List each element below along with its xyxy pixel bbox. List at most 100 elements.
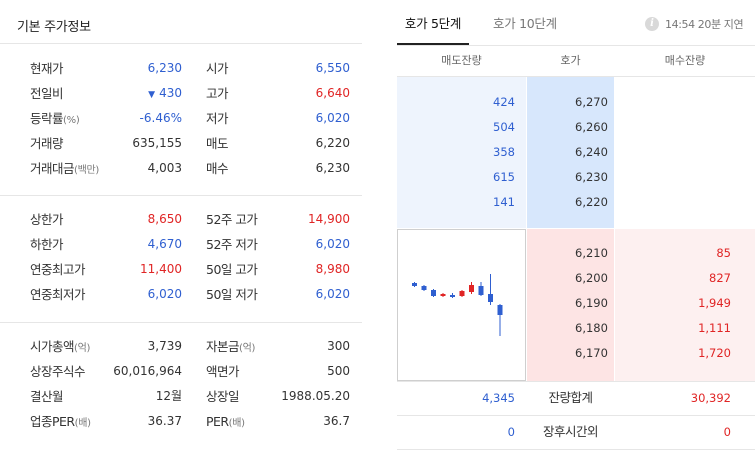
bid-row[interactable]: 6,200 827	[397, 266, 755, 291]
ask-price-area	[527, 77, 614, 228]
info-value: 60,016,964	[113, 359, 182, 384]
bid-volume: 1,720	[698, 346, 731, 360]
bid-total: 30,392	[690, 391, 731, 405]
bid-price: 6,180	[575, 321, 608, 335]
info-label: 52주 고가	[206, 207, 258, 232]
candle-body	[488, 294, 493, 302]
info-label: 상한가	[30, 207, 64, 232]
candle-body	[431, 290, 436, 296]
bid-row[interactable]: 6,170 1,720	[397, 341, 755, 366]
info-label: 거래량	[30, 131, 64, 156]
candle-body	[497, 305, 503, 315]
info-label: 현재가	[30, 56, 64, 81]
info-label-text: 연중최저가	[30, 287, 86, 302]
ask-row[interactable]: 424 6,270	[397, 90, 755, 115]
info-label-text: 자본금	[206, 339, 240, 354]
info-label: 고가	[206, 81, 229, 106]
info-label-text: 액면가	[206, 364, 240, 379]
info-value: 12월	[156, 384, 182, 409]
bid-row[interactable]: 6,190 1,949	[397, 291, 755, 316]
down-arrow-icon: ▼	[148, 90, 156, 100]
info-row: 거래대금(백만) 4,003 매수 6,230	[0, 156, 362, 181]
info-row: 결산월 12월 상장일 1988.05.20	[0, 384, 362, 409]
ask-row[interactable]: 141 6,220	[397, 190, 755, 215]
info-label: 시가	[206, 56, 229, 81]
basic-info-title: 기본 주가정보	[17, 20, 91, 35]
bid-price: 6,210	[575, 246, 608, 260]
info-label: 저가	[206, 106, 229, 131]
info-row: 전일비 ▼ 430 고가 6,640	[0, 81, 362, 106]
info-label-unit: (%)	[63, 115, 80, 126]
bid-row[interactable]: 6,210 85	[397, 241, 755, 266]
ask-price: 6,260	[575, 120, 608, 134]
info-value-text: 36.37	[147, 414, 182, 428]
info-value: 635,155	[132, 131, 182, 156]
info-label-text: 등락률	[30, 111, 64, 126]
bid-row[interactable]: 6,180 1,111	[397, 316, 755, 341]
info-value-text: 4,003	[147, 161, 182, 175]
info-value-text: 6,020	[147, 287, 182, 301]
divider	[397, 415, 755, 416]
info-label-text: 현재가	[30, 61, 64, 76]
ask-row[interactable]: 358 6,240	[397, 140, 755, 165]
bid-price: 6,190	[575, 296, 608, 310]
info-label-text: 연중최고가	[30, 262, 86, 277]
ask-row[interactable]: 504 6,260	[397, 115, 755, 140]
info-value: ▼ 430	[148, 81, 182, 108]
info-value: -6.46%	[140, 106, 182, 131]
info-label: 결산월	[30, 384, 64, 409]
info-label: 연중최고가	[30, 257, 86, 282]
ask-volume: 615	[493, 170, 515, 184]
divider	[397, 45, 755, 46]
column-header-ask-volume: 매도잔량	[441, 54, 482, 67]
bid-volume: 1,949	[698, 296, 731, 310]
delay-notice: 14:54 20분 지연	[665, 18, 744, 31]
info-label: 거래대금(백만)	[30, 156, 99, 183]
orderbook-panel: 호가 5단계 호가 10단계 i 14:54 20분 지연 매도잔량 호가 매수…	[397, 0, 755, 455]
ask-price: 6,270	[575, 95, 608, 109]
info-label-unit: (배)	[228, 418, 245, 429]
info-value: 8,980	[315, 262, 350, 276]
info-value: 6,020	[315, 237, 350, 251]
info-value: 6,230	[148, 56, 182, 81]
info-row: 거래량 635,155 매도 6,220	[0, 131, 362, 156]
ask-row[interactable]: 615 6,230	[397, 165, 755, 190]
info-label: 하한가	[30, 232, 64, 257]
ask-volume: 358	[493, 145, 515, 159]
divider	[0, 43, 362, 44]
info-label: 50일 고가	[206, 257, 258, 282]
info-value-text: 430	[159, 86, 182, 100]
info-label: 상장일	[206, 384, 240, 409]
summary-row-total: 4,345 잔량합계 30,392	[397, 381, 755, 415]
divider	[397, 381, 755, 382]
bid-volume: 1,111	[698, 321, 731, 335]
column-header-bid-volume: 매수잔량	[664, 54, 706, 67]
ask-volume-area	[397, 77, 526, 228]
info-value: 1988.05.20	[281, 389, 350, 403]
info-label-text: PER	[206, 414, 229, 429]
tab-orderbook-5[interactable]: 호가 5단계	[397, 0, 469, 45]
info-label-text: 상장일	[206, 389, 240, 404]
info-label-text: 거래량	[30, 136, 64, 151]
info-value: 4,670	[148, 232, 182, 257]
info-value: 6,220	[315, 136, 350, 150]
info-value: 36.7	[323, 414, 350, 428]
info-row: 시가총액(억) 3,739 자본금(억) 300	[0, 334, 362, 359]
candle-body	[478, 286, 484, 295]
ask-total: 4,345	[482, 391, 515, 405]
info-value-text: 635,155	[132, 136, 182, 150]
section-divider	[0, 195, 362, 196]
info-label: 연중최저가	[30, 282, 86, 307]
info-icon[interactable]: i	[645, 17, 659, 31]
bid-price: 6,200	[575, 271, 608, 285]
info-label-text: 업종PER	[30, 414, 75, 429]
info-label-text: 결산월	[30, 389, 64, 404]
bid-volume: 827	[709, 271, 731, 285]
tab-orderbook-10[interactable]: 호가 10단계	[493, 16, 557, 31]
info-value: 36.37	[148, 409, 182, 434]
info-label: 52주 저가	[206, 232, 258, 257]
info-label: 매도	[206, 131, 229, 156]
info-label-text: 고가	[206, 86, 229, 101]
info-value: 6,020	[315, 287, 350, 301]
info-label-text: 거래대금	[30, 161, 75, 176]
